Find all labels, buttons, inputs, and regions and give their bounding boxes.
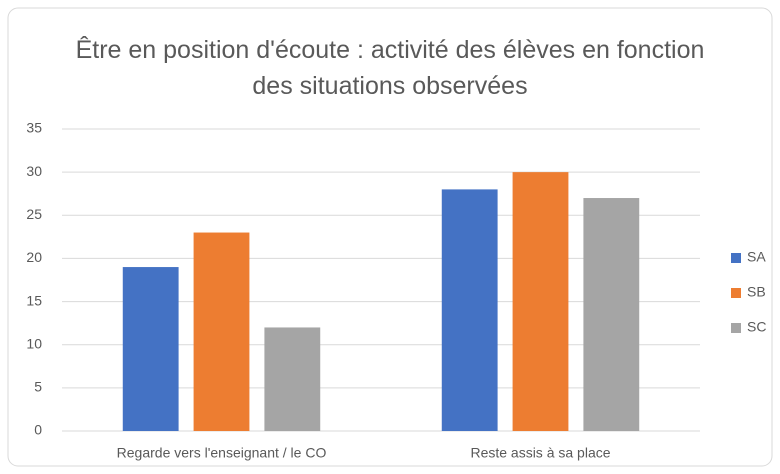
bar bbox=[583, 198, 640, 431]
y-tick-label: 35 bbox=[26, 120, 42, 136]
legend-label: SA bbox=[747, 249, 766, 265]
x-tick-label: Reste assis à sa place bbox=[470, 445, 610, 461]
chart-title: Être en position d'écoute : activité des… bbox=[75, 36, 705, 100]
y-tick-label: 15 bbox=[26, 292, 42, 308]
bar bbox=[512, 172, 569, 431]
y-tick-label: 10 bbox=[26, 335, 42, 351]
legend-label: SC bbox=[747, 319, 766, 335]
legend-swatch bbox=[731, 253, 741, 263]
bar bbox=[264, 327, 321, 431]
legend-swatch bbox=[731, 323, 741, 333]
bar bbox=[193, 232, 250, 431]
y-tick-label: 25 bbox=[26, 206, 42, 222]
y-tick-label: 30 bbox=[26, 163, 42, 179]
legend-label: SB bbox=[747, 284, 766, 300]
y-tick-label: 5 bbox=[34, 379, 42, 395]
bar bbox=[441, 189, 498, 431]
legend-swatch bbox=[731, 288, 741, 298]
x-tick-label: Regarde vers l'enseignant / le CO bbox=[117, 445, 327, 461]
bar bbox=[122, 267, 179, 431]
y-tick-label: 20 bbox=[26, 249, 42, 265]
y-tick-label: 0 bbox=[34, 422, 42, 438]
